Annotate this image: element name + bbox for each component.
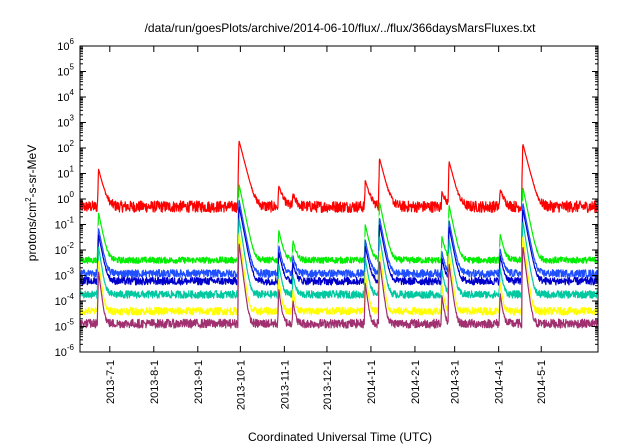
x-tick-label: 2014-2-1 (410, 360, 422, 404)
series-line (79, 199, 599, 278)
y-tick-label: 104 (57, 88, 74, 104)
y-tick-label: 10-5 (55, 318, 75, 334)
y-tick-label: 100 (57, 190, 74, 206)
y-tick-label: 106 (57, 37, 74, 53)
x-tick-label: 2013-8-1 (149, 360, 161, 404)
y-tick-label: 101 (57, 165, 74, 181)
series-line (79, 243, 599, 329)
series-line (79, 197, 599, 271)
x-tick-label: 2014-1-1 (366, 360, 378, 404)
series-line (79, 206, 599, 286)
y-tick-label: 102 (57, 139, 74, 155)
y-tick-label: 10-4 (55, 292, 75, 308)
series-line (79, 184, 599, 264)
x-tick-label: 2013-12-1 (322, 360, 334, 410)
series-line (79, 218, 599, 299)
y-axis-title: protons/cm2-s-sr-MeV (24, 145, 39, 261)
y-tick-label: 10-2 (55, 241, 75, 257)
y-tick-label: 103 (57, 114, 74, 130)
x-tick-label: 2014-4-1 (494, 360, 506, 404)
x-tick-label: 2013-10-1 (235, 360, 247, 410)
series-line (79, 140, 599, 213)
x-tick-label: 2014-3-1 (450, 360, 462, 404)
y-tick-label: 10-1 (55, 216, 75, 232)
x-axis-title: Coordinated Universal Time (UTC) (248, 430, 432, 444)
chart-title: /data/run/goesPlots/archive/2014-06-10/f… (145, 21, 537, 35)
y-axis-title-suffix: -s-sr-MeV (25, 145, 39, 198)
ticks-layer: 10-6 10-5 10-4 10-3 10-2 10-1 100 101 102 103 104 1… (55, 37, 598, 410)
x-tick-label: 2013-7-1 (105, 360, 117, 404)
y-axis-title-sup: 2 (24, 197, 33, 202)
x-tick-label: 2014-5-1 (536, 360, 548, 404)
series-layer (79, 140, 599, 329)
y-tick-label: 10-3 (55, 267, 75, 283)
y-tick-label: 10-6 (55, 343, 75, 359)
series-line (79, 232, 599, 316)
x-tick-label: 2013-11-1 (279, 360, 291, 409)
y-axis-title-prefix: protons/cm (25, 202, 39, 261)
y-tick-label: 105 (57, 63, 74, 79)
x-tick-label: 2013-9-1 (193, 360, 205, 404)
plot-frame (79, 45, 599, 353)
